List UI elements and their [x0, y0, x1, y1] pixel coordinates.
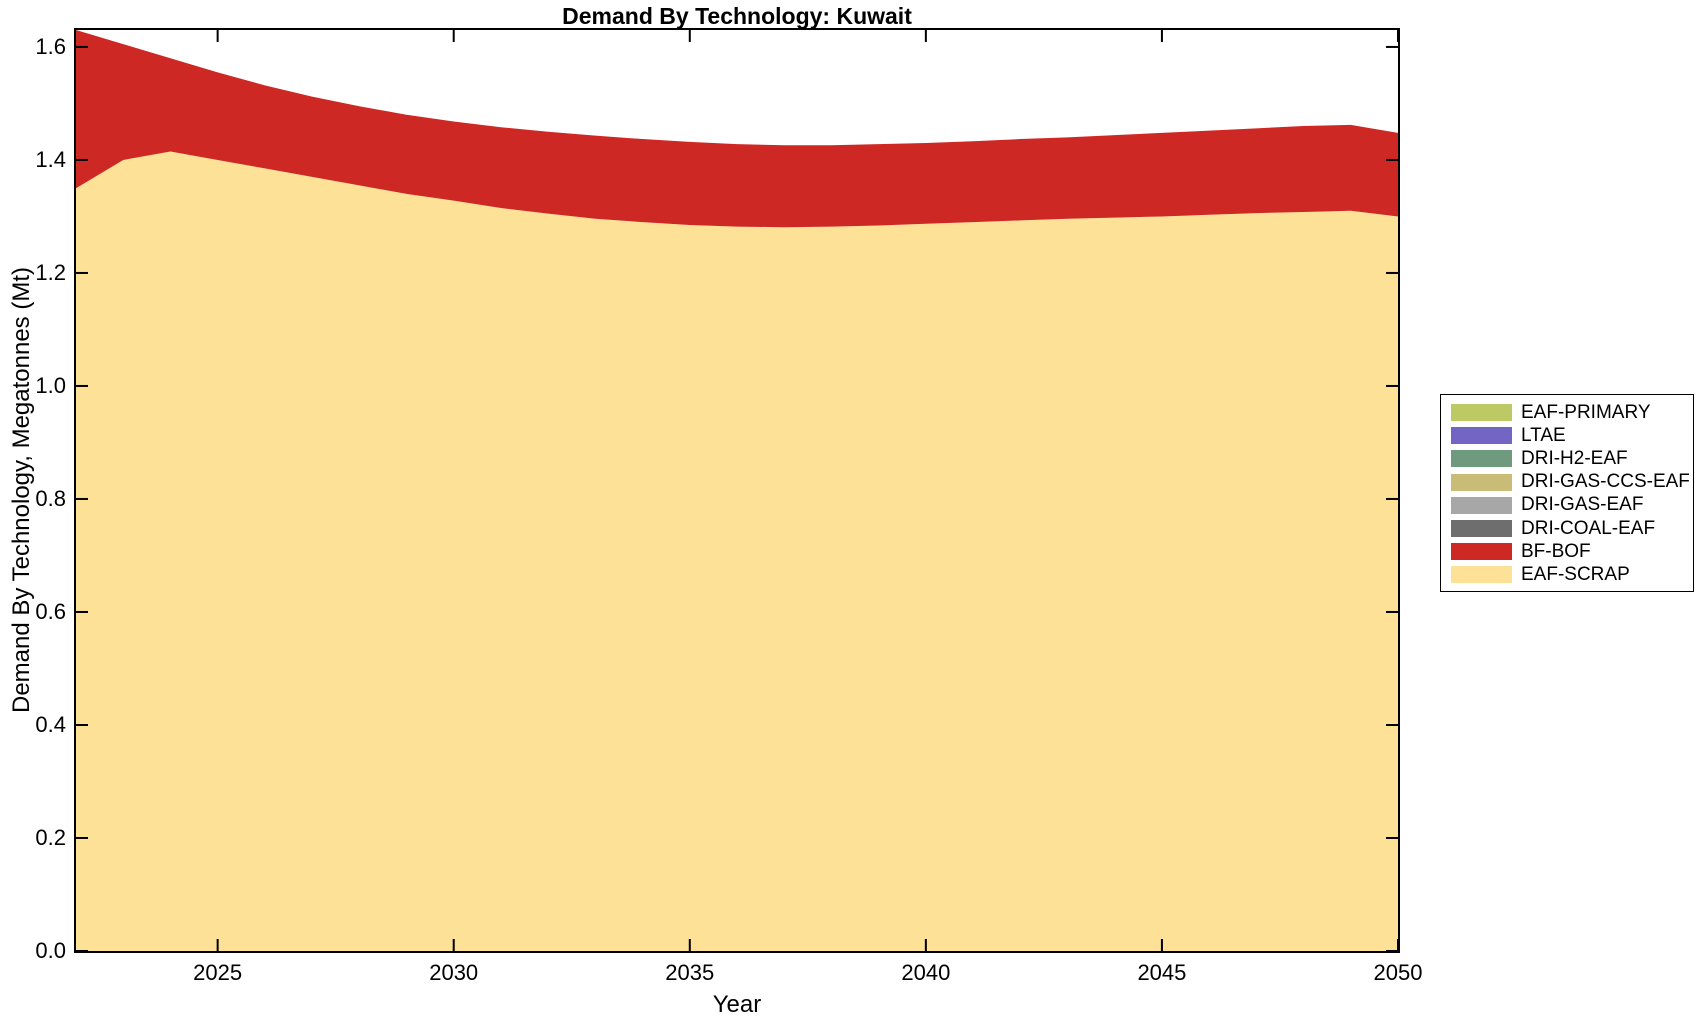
chart-title: Demand By Technology: Kuwait [562, 3, 912, 29]
x-tick-label: 2045 [1137, 960, 1187, 985]
legend-item-label: DRI-COAL-EAF [1521, 517, 1656, 539]
legend-item-label: EAF-SCRAP [1521, 563, 1630, 585]
legend-item: DRI-GAS-CCS-EAF [1451, 471, 1693, 494]
y-tick-label: 1.0 [35, 372, 66, 398]
y-tick-label: 0.8 [35, 485, 66, 511]
x-tick-label: 2035 [665, 960, 715, 985]
y-tick-label: 1.2 [35, 259, 66, 285]
legend-item: EAF-SCRAP [1451, 563, 1693, 586]
x-axis-label: Year [712, 991, 762, 1018]
legend-swatch [1451, 566, 1512, 584]
legend-item-label: LTAE [1521, 424, 1566, 446]
legend-item: LTAE [1451, 424, 1693, 447]
legend-item: EAF-PRIMARY [1451, 401, 1693, 424]
legend-swatch [1451, 427, 1512, 445]
x-tick-label: 2040 [901, 960, 951, 985]
area-eaf-scrap [76, 151, 1398, 951]
legend-item-label: DRI-GAS-CCS-EAF [1521, 471, 1690, 493]
y-tick-label: 1.4 [35, 146, 66, 172]
legend-item-label: BF-BOF [1521, 540, 1591, 562]
legend-swatch [1451, 404, 1512, 422]
legend-swatch [1451, 543, 1512, 561]
legend-item: BF-BOF [1451, 540, 1693, 563]
y-axis-label: Demand By Technology, Megatonnes (Mt) [8, 267, 35, 714]
x-tick-label: 2050 [1373, 960, 1423, 985]
plot-svg [76, 30, 1398, 951]
y-tick-label: 0.2 [35, 824, 66, 850]
legend-item: DRI-GAS-EAF [1451, 494, 1693, 517]
y-tick-label: 1.6 [35, 33, 66, 59]
legend-swatch [1451, 520, 1512, 538]
legend-item: DRI-H2-EAF [1451, 447, 1693, 470]
legend-swatch [1451, 496, 1512, 514]
legend: EAF-PRIMARY LTAE DRI-H2-EAF DRI-GAS-CCS-EAF… [1440, 394, 1694, 592]
x-tick-label: 2025 [193, 960, 243, 985]
legend-item: DRI-COAL-EAF [1451, 517, 1693, 540]
legend-swatch [1451, 450, 1512, 468]
x-tick-label: 2030 [429, 960, 479, 985]
y-tick-label: 0.4 [35, 711, 66, 737]
y-tick-label: 0.6 [35, 598, 66, 624]
y-tick-label: 0.0 [35, 938, 66, 963]
legend-item-label: EAF-PRIMARY [1521, 401, 1651, 423]
legend-item-label: DRI-H2-EAF [1521, 447, 1628, 469]
plot-area [74, 28, 1400, 953]
legend-swatch [1451, 473, 1512, 491]
legend-item-label: DRI-GAS-EAF [1521, 494, 1644, 516]
area-bf-bof [76, 30, 1398, 228]
